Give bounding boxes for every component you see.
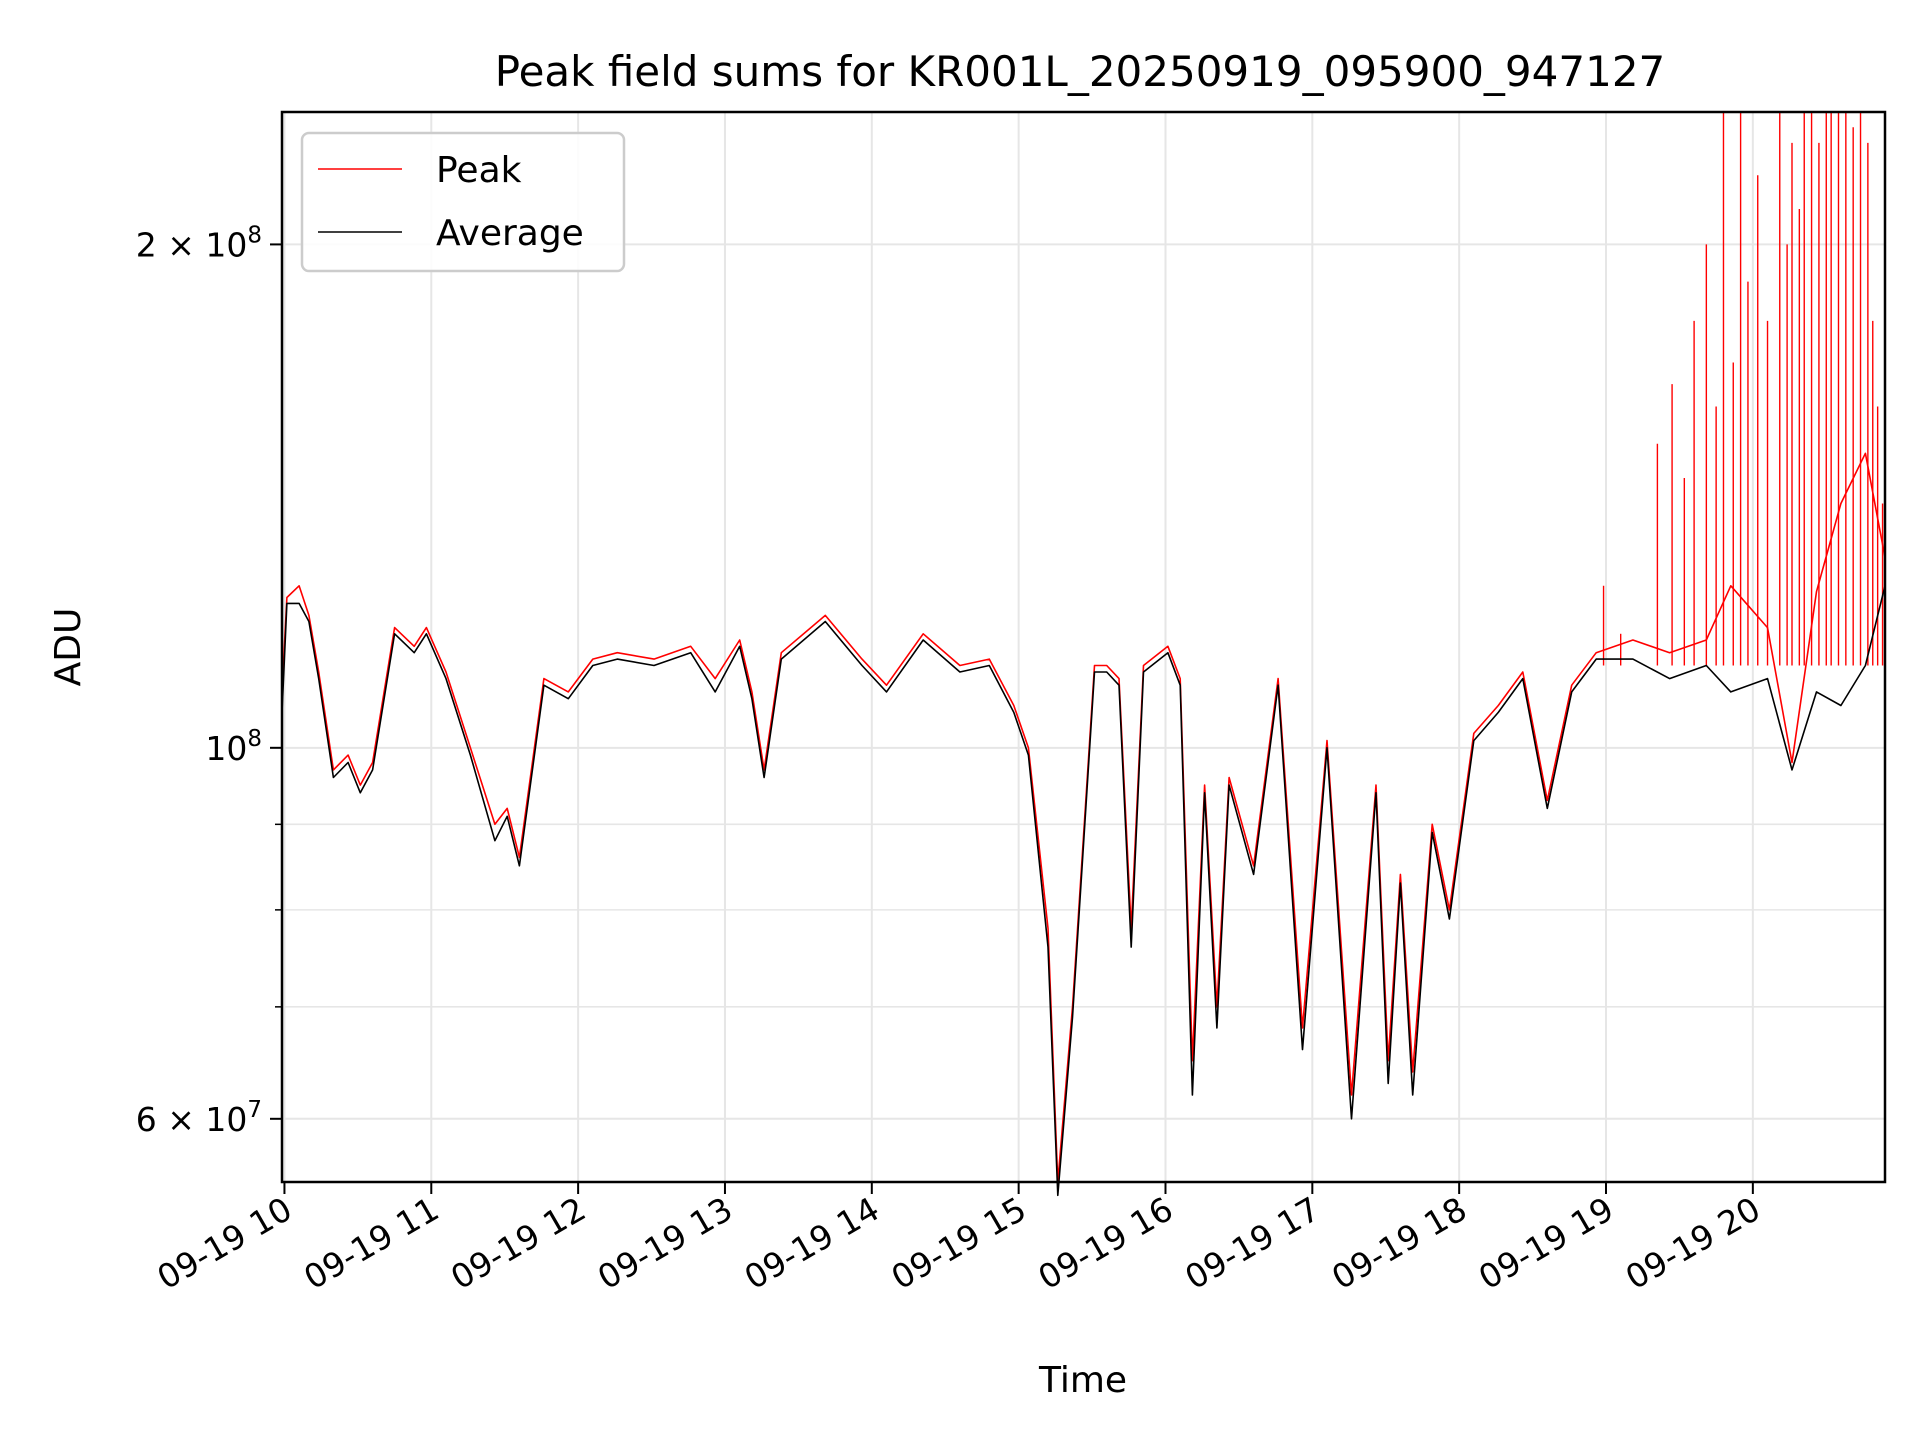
plot-area <box>281 112 1886 1197</box>
y-axis-label: ADU <box>48 608 89 687</box>
y-axis-ticks: 6 × 107 108 2 × 108 <box>136 222 282 1139</box>
legend-box <box>300 131 626 273</box>
legend-peak-label: Peak <box>436 150 522 191</box>
legend: Peak Average <box>300 131 626 273</box>
y-tick-label: 2 × 108 <box>136 222 262 264</box>
plot-frame <box>280 110 1887 1184</box>
chart-title: Peak field sums for KR001L_20250919_0959… <box>495 47 1666 96</box>
x-axis-label: Time <box>1038 1360 1127 1401</box>
y-tick-label: 6 × 107 <box>136 1097 262 1139</box>
series-line-average <box>281 585 1886 1197</box>
legend-average-label: Average <box>436 213 584 254</box>
y-tick-label: 108 <box>205 726 262 768</box>
